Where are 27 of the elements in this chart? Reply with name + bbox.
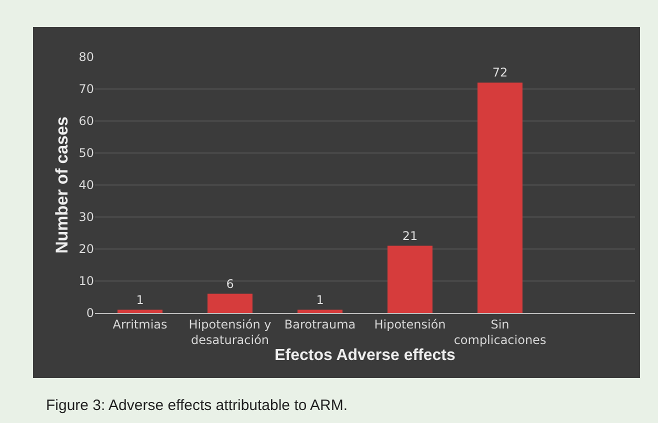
x-axis-title: Efectos Adverse effects bbox=[274, 347, 456, 364]
y-tick-label: 30 bbox=[78, 210, 94, 224]
x-tick-label: Arritmias bbox=[112, 317, 168, 332]
y-tick-label: 40 bbox=[78, 178, 94, 192]
data-label: 21 bbox=[402, 228, 418, 243]
data-label: 6 bbox=[226, 276, 234, 291]
x-tick-label: Hipotensión bbox=[374, 317, 446, 332]
y-tick-label: 50 bbox=[78, 146, 94, 160]
y-tick-label: 0 bbox=[86, 306, 94, 320]
y-axis-title: Number of cases bbox=[52, 116, 72, 254]
bar bbox=[118, 310, 162, 313]
y-tick-label: 10 bbox=[78, 274, 94, 288]
data-label: 1 bbox=[136, 292, 144, 307]
bar bbox=[208, 294, 252, 313]
x-tick-label: Barotrauma bbox=[284, 317, 356, 332]
y-tick-label: 60 bbox=[78, 114, 94, 128]
caption: Figure 3: Adverse effects attributable to ARM. bbox=[46, 397, 348, 414]
y-tick-label: 20 bbox=[78, 242, 94, 256]
x-tick-label: Sin complicaciones bbox=[454, 317, 546, 347]
data-label: 72 bbox=[492, 66, 508, 80]
x-tick-label: Hipotensión y desaturación bbox=[188, 317, 272, 347]
y-tick-label: 70 bbox=[78, 82, 94, 96]
y-tick-label: 80 bbox=[78, 50, 94, 64]
bar bbox=[478, 82, 522, 313]
data-label: 1 bbox=[316, 292, 324, 307]
bar bbox=[298, 310, 342, 313]
bar bbox=[388, 246, 432, 313]
